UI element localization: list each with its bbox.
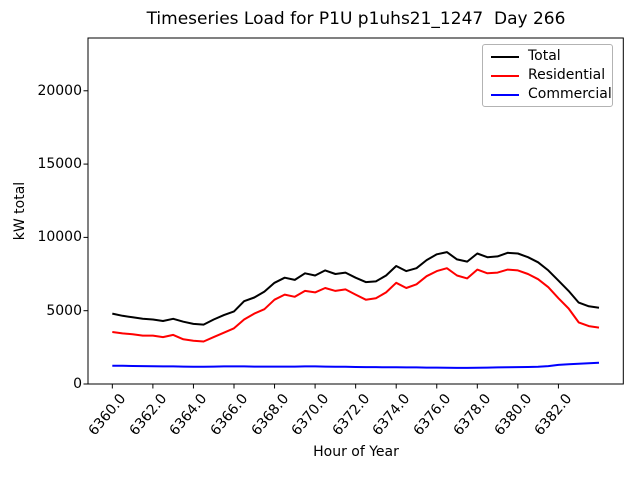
legend-label: Residential <box>528 67 606 83</box>
y-tick-label: 5000 <box>46 302 82 319</box>
chart-title: Timeseries Load for P1U p1uhs21_1247 Day… <box>146 9 566 29</box>
legend-label: Total <box>528 48 561 64</box>
x-axis-label: Hour of Year <box>313 444 399 460</box>
legend-line-swatch <box>491 74 519 77</box>
legend-line-swatch <box>491 55 519 58</box>
legend-label: Commercial <box>528 86 612 102</box>
legend-line-swatch <box>491 93 519 96</box>
legend: Total Residential Commercial <box>482 44 613 107</box>
series-line-residential <box>112 267 600 343</box>
y-tick-label: 0 <box>73 376 82 392</box>
y-tick-label: 20000 <box>37 82 82 99</box>
y-tick-label: 15000 <box>37 156 82 173</box>
series-line-commercial <box>112 361 600 369</box>
y-axis-label: kW total <box>12 181 28 241</box>
series-line-total <box>112 251 600 326</box>
y-tick-label: 10000 <box>37 229 82 246</box>
legend-item-total: Total <box>483 47 612 66</box>
axes-frame <box>87 37 624 385</box>
legend-item-residential: Residential <box>483 66 612 85</box>
legend-item-commercial: Commercial <box>483 85 612 104</box>
